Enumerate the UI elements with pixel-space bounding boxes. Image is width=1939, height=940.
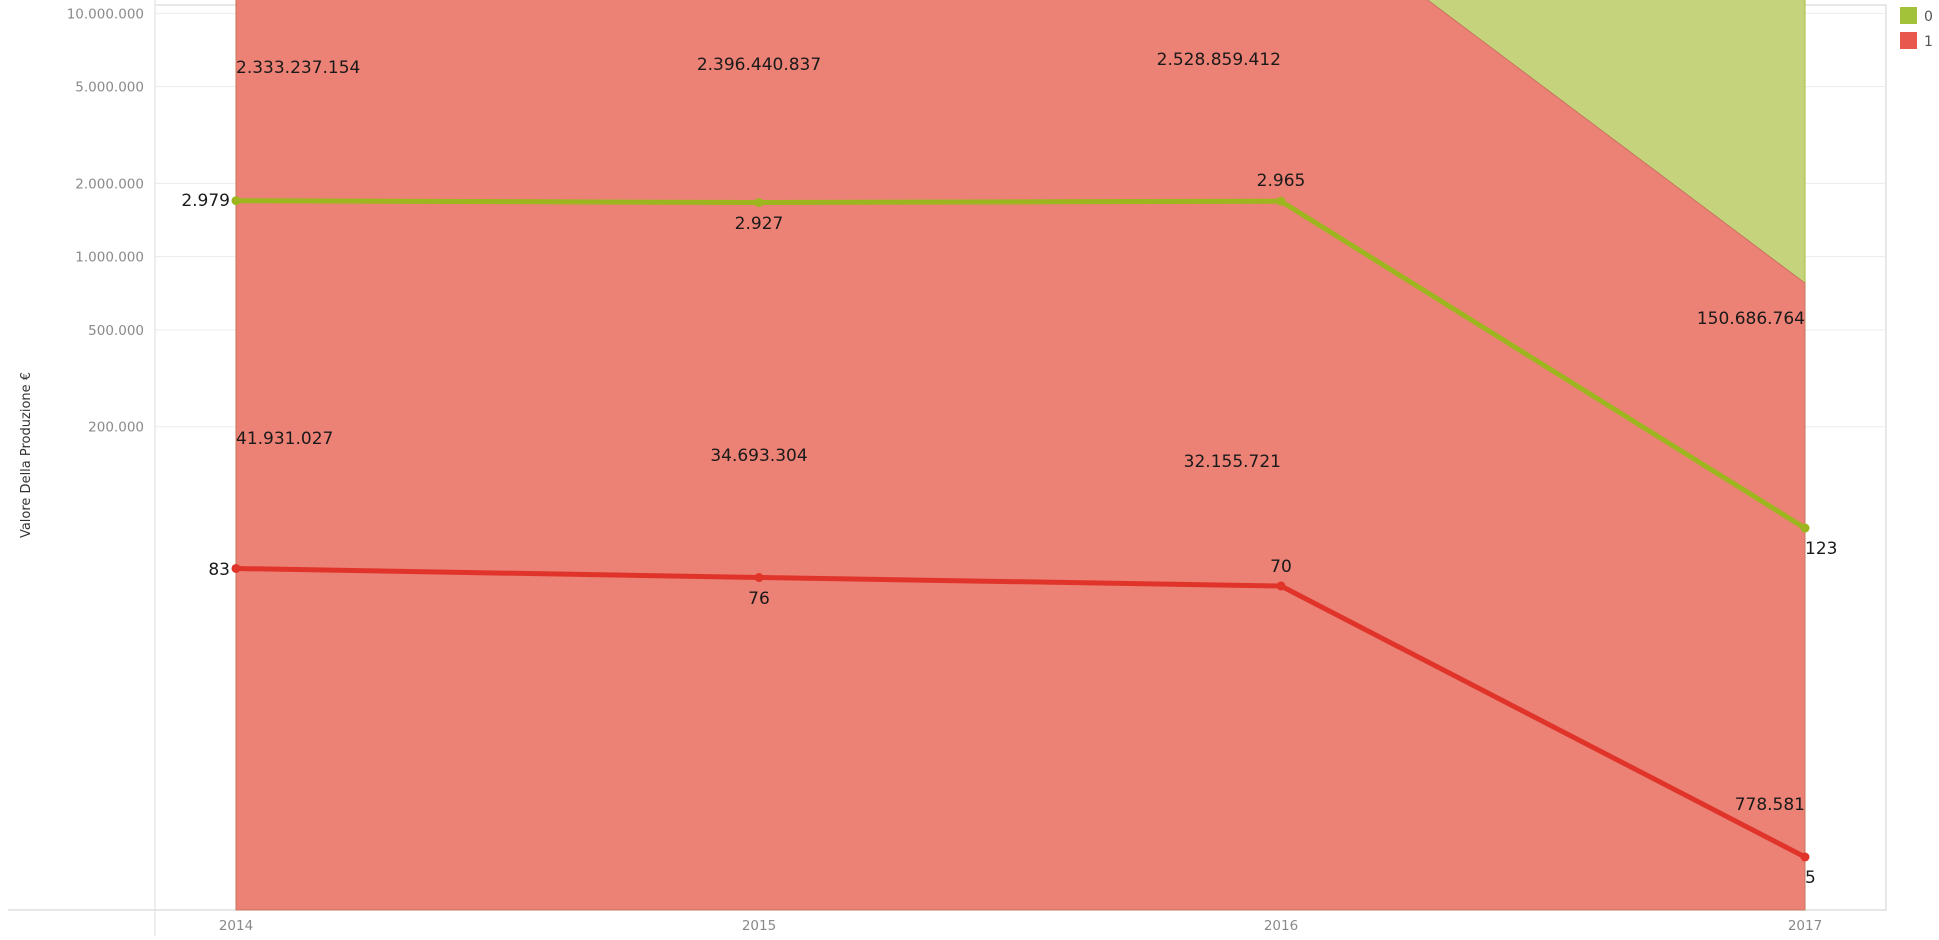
y-axis-title: Valore Della Produzione € (19, 372, 34, 538)
y-tick-label: 1.000.000 (75, 250, 144, 266)
line-point-0 (232, 196, 241, 205)
line-point-0 (1801, 524, 1810, 533)
x-tick-label: 2016 (1264, 918, 1298, 934)
line-label-1: 83 (208, 560, 230, 580)
legend-label: 0 (1924, 9, 1933, 25)
area-label-1: 778.581 (1735, 795, 1805, 815)
line-label-1: 70 (1270, 557, 1292, 577)
area-label-0: 150.686.764 (1697, 309, 1805, 329)
line-point-1 (232, 564, 241, 573)
area-label-0: 2.396.440.837 (697, 55, 821, 75)
x-tick-label: 2015 (742, 918, 776, 934)
y-tick-label: 200.000 (88, 420, 144, 436)
line-label-0: 123 (1805, 539, 1837, 559)
y-tick-label: 500.000 (88, 323, 144, 339)
line-label-1: 5 (1805, 868, 1816, 888)
y-tick-label: 10.000.000 (67, 6, 144, 22)
line-point-0 (755, 198, 764, 207)
line-label-0: 2.927 (735, 214, 784, 234)
area-label-1: 34.693.304 (710, 446, 807, 466)
legend-swatch (1900, 7, 1917, 24)
y-tick-label: 2.000.000 (75, 176, 144, 192)
legend-swatch (1900, 32, 1917, 49)
line-point-1 (1277, 581, 1286, 590)
line-label-1: 76 (748, 589, 770, 609)
y-tick-label: 5.000.000 (75, 80, 144, 96)
line-label-0: 2.979 (181, 191, 230, 211)
line-label-0: 2.965 (1257, 171, 1306, 191)
area-label-0: 2.333.237.154 (236, 58, 360, 78)
line-point-0 (1277, 197, 1286, 206)
area-label-0: 2.528.859.412 (1157, 50, 1281, 70)
x-tick-label: 2014 (219, 918, 253, 934)
legend-label: 1 (1924, 34, 1933, 50)
x-tick-label: 2017 (1788, 918, 1822, 934)
line-point-1 (1801, 853, 1810, 862)
area-label-1: 41.931.027 (236, 429, 333, 449)
area-label-1: 32.155.721 (1184, 452, 1281, 472)
line-point-1 (755, 573, 764, 582)
area-series-1 (236, 0, 1805, 910)
